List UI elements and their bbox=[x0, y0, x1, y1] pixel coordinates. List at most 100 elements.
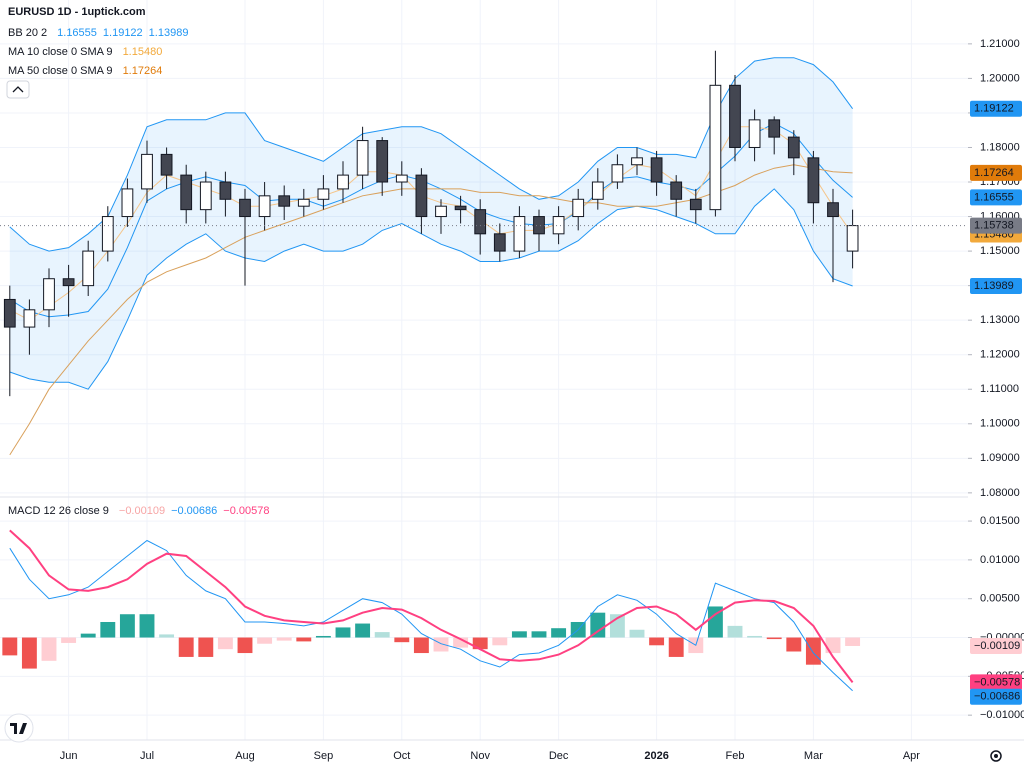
settings-icon[interactable] bbox=[990, 750, 1002, 762]
grid-layer bbox=[0, 0, 968, 740]
candle-body bbox=[199, 181, 212, 211]
logo-mark bbox=[10, 723, 27, 734]
bb-band-fill bbox=[9, 57, 853, 390]
x-tick-label: 2026 bbox=[644, 750, 668, 762]
legend-value: 1.15480 bbox=[123, 46, 163, 58]
legend-line: MA 10 close 0 SMA 9 1.15480 bbox=[8, 46, 162, 58]
macd-histogram-bar bbox=[492, 637, 508, 646]
candle-body bbox=[356, 140, 369, 176]
candle-body bbox=[768, 119, 781, 138]
macd-histogram-bar bbox=[629, 629, 645, 638]
macd-badge-bg bbox=[970, 674, 1022, 691]
y-tick-label: 1.08000 bbox=[980, 487, 1020, 499]
y-tick-label: 1.18000 bbox=[980, 141, 1020, 153]
candle-body bbox=[729, 84, 741, 148]
macd-histogram-bar bbox=[845, 637, 861, 646]
macd-histogram-bar bbox=[805, 637, 821, 665]
plot-layer bbox=[0, 50, 968, 692]
macd-histogram-bar bbox=[257, 637, 273, 644]
macd-badge: −0.00109 bbox=[974, 640, 1020, 652]
price-badge-bg bbox=[970, 278, 1022, 295]
legend-line: MACD 12 26 close 9 −0.00109 −0.00686 −0.005… bbox=[8, 505, 269, 517]
candle-body bbox=[787, 136, 800, 159]
legend-value: 1.13989 bbox=[149, 27, 189, 39]
legend-name: EURUSD 1D - 1uptick.com bbox=[8, 6, 146, 18]
candle-body bbox=[435, 205, 447, 218]
y-tick-label: 1.11000 bbox=[980, 383, 1019, 395]
x-tick-label: Dec bbox=[549, 750, 569, 762]
candle-body bbox=[846, 225, 859, 252]
legend-value: 1.19122 bbox=[103, 27, 143, 39]
macd-badge: −0.00578 bbox=[974, 676, 1020, 688]
candle-body bbox=[376, 140, 389, 183]
candle-body bbox=[43, 278, 55, 311]
candle-body bbox=[337, 174, 349, 190]
price-badge-bg bbox=[970, 164, 1022, 181]
y-tick-label: 1.21000 bbox=[980, 38, 1020, 50]
macd-histogram-bar bbox=[276, 637, 292, 641]
macd-histogram-bar bbox=[217, 637, 233, 650]
macd-histogram-bar bbox=[374, 632, 390, 638]
legend-name: MA 50 close 0 SMA 9 bbox=[8, 65, 113, 77]
legend-name: MACD 12 26 close 9 bbox=[8, 505, 109, 517]
x-tick-label: Oct bbox=[393, 750, 410, 762]
indicator-line bbox=[9, 188, 853, 390]
legend-name: BB 20 2 bbox=[8, 27, 47, 39]
y-tick-label: 1.20000 bbox=[980, 72, 1020, 84]
candle-body bbox=[454, 205, 467, 211]
macd-histogram-bar bbox=[315, 635, 331, 638]
macd-histogram-bar bbox=[825, 637, 841, 654]
macd-histogram-bar bbox=[80, 633, 96, 638]
macd-badge-bg bbox=[970, 637, 1022, 654]
macd-histogram-bar bbox=[453, 637, 469, 648]
macd-histogram-bar bbox=[649, 637, 665, 646]
candle-body bbox=[670, 181, 683, 200]
macd-histogram-bar bbox=[100, 621, 116, 638]
macd-histogram-bar bbox=[394, 637, 410, 643]
candle-body bbox=[709, 84, 722, 211]
collapse-button[interactable] bbox=[6, 80, 30, 99]
macd-histogram-bar bbox=[551, 628, 567, 638]
x-tick-label: Jun bbox=[60, 750, 78, 762]
x-tick-label: Jul bbox=[140, 750, 154, 762]
macd-histogram-bar bbox=[433, 637, 449, 652]
x-tick-label: Feb bbox=[726, 750, 745, 762]
candle-body bbox=[572, 198, 585, 218]
legend-line: MA 50 close 0 SMA 9 1.17264 bbox=[8, 65, 162, 77]
signal-line bbox=[9, 529, 854, 684]
collapse-icon bbox=[12, 86, 24, 93]
macd-histogram-bar bbox=[747, 635, 763, 638]
candle-body bbox=[631, 157, 643, 166]
macd-histogram-bar bbox=[61, 637, 77, 643]
candle-body bbox=[101, 216, 114, 252]
candle-body bbox=[219, 181, 232, 200]
x-tick-label: Apr bbox=[903, 750, 920, 762]
macd-histogram-bar bbox=[472, 637, 488, 650]
price-badge: 1.17264 bbox=[974, 167, 1014, 179]
x-tick-label: Nov bbox=[470, 750, 490, 762]
legend-value: −0.00686 bbox=[171, 505, 217, 517]
macd-histogram-bar bbox=[511, 631, 527, 638]
price-badge-bg bbox=[970, 189, 1022, 206]
macd-histogram-bar bbox=[727, 625, 743, 638]
price-badge: 1.19122 bbox=[974, 103, 1014, 115]
candle-body bbox=[317, 188, 330, 200]
macd-line bbox=[9, 539, 853, 692]
logo-circle bbox=[4, 713, 34, 743]
candle-body bbox=[278, 195, 291, 207]
y-tick-label: 0.01500 bbox=[980, 515, 1020, 527]
macd-histogram-bar bbox=[198, 637, 214, 657]
candle-body bbox=[748, 119, 761, 148]
legend-line: BB 20 2 1.16555 1.19122 1.13989 bbox=[8, 27, 188, 39]
candle-body bbox=[552, 216, 565, 235]
last-price-badge: 1.15738 bbox=[974, 220, 1014, 232]
price-badge: 1.16555 bbox=[974, 191, 1014, 203]
macd-badge: −0.00686 bbox=[974, 691, 1020, 703]
candle-body bbox=[415, 174, 428, 218]
macd-histogram-bar bbox=[296, 637, 312, 642]
tradingview-logo bbox=[4, 713, 34, 743]
